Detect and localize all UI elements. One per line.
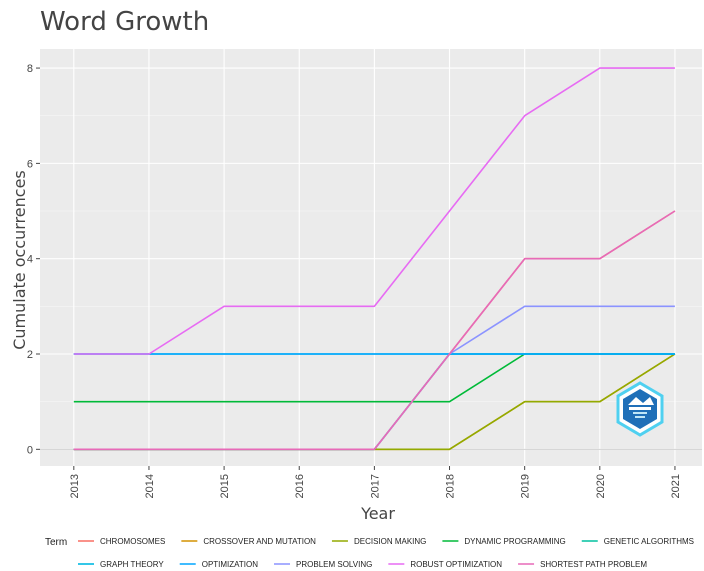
- x-tick-label: 2015: [219, 474, 231, 498]
- legend-label-dynamic-programming: DYNAMIC PROGRAMMING: [464, 537, 565, 546]
- x-axis-title: Year: [360, 504, 395, 523]
- x-tick-label: 2016: [294, 474, 306, 498]
- x-tick-label: 2019: [520, 474, 532, 498]
- series-line-robust-optimization: [73, 67, 675, 355]
- x-tick-label: 2021: [670, 474, 682, 498]
- legend-label-shortest-path-problem: SHORTEST PATH PROBLEM: [540, 560, 647, 569]
- legend-label-genetic-algorithms: GENETIC ALGORITHMS: [604, 537, 694, 546]
- legend-title: Term: [45, 537, 67, 548]
- chart-title: Word Growth: [40, 7, 209, 37]
- series-line-shortest-path-problem: [73, 210, 676, 451]
- x-tick-label: 2013: [69, 474, 81, 498]
- legend-label-chromosomes: CHROMOSOMES: [100, 537, 165, 546]
- legend-label-optimization: OPTIMIZATION: [202, 560, 259, 569]
- legend-label-graph-theory: GRAPH THEORY: [100, 560, 164, 569]
- series-lines: [73, 67, 676, 451]
- legend-label-crossover-and-mutation: CROSSOVER AND MUTATION: [203, 537, 316, 546]
- plot-area: [40, 49, 702, 466]
- y-tick-label: 4: [27, 254, 33, 266]
- y-tick-label: 0: [27, 444, 33, 456]
- y-tick-label: 6: [27, 158, 33, 170]
- legend: CHROMOSOMES CROSSOVER AND MUTATION DECISIO…: [78, 537, 694, 569]
- y-tick-label: 8: [27, 63, 33, 75]
- bibliometrix-logo: [616, 381, 664, 437]
- legend-label-decision-making: DECISION MAKING: [354, 537, 426, 546]
- x-tick-label: 2017: [369, 474, 381, 498]
- x-tick-label: 2018: [445, 474, 457, 498]
- y-tick-label: 2: [27, 349, 33, 361]
- legend-label-robust-optimization: ROBUST OPTIMIZATION: [410, 560, 502, 569]
- y-axis-title: Cumulate occurrences: [10, 170, 29, 350]
- x-tick-label: 2014: [144, 474, 156, 498]
- x-axis-ticks: 2013 2014 2015 2016 2017 2018 2019 2020 2021: [69, 466, 682, 498]
- grid-lines: [40, 49, 702, 466]
- x-tick-label: 2020: [595, 474, 607, 498]
- y-axis-ticks: 0 2 4 6 8: [27, 63, 40, 456]
- legend-label-problem-solving: PROBLEM SOLVING: [296, 560, 372, 569]
